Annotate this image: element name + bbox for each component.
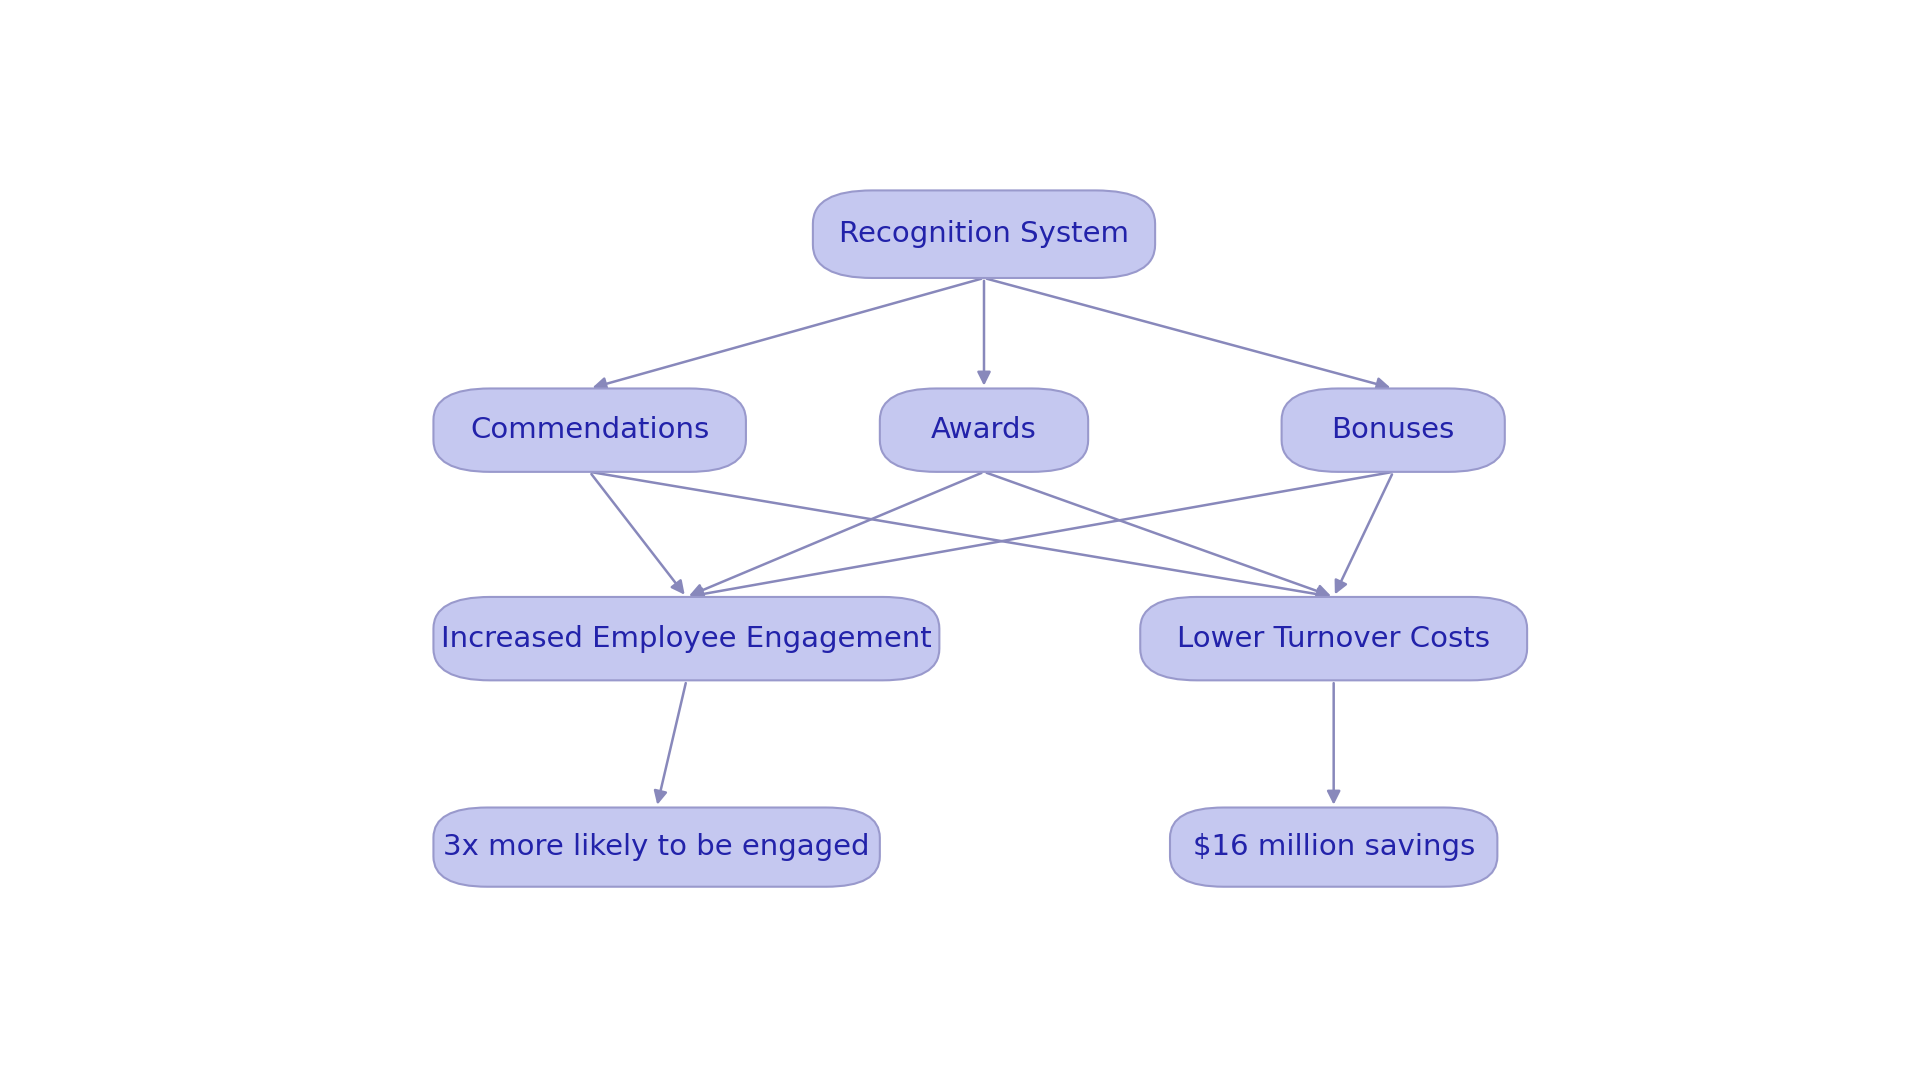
FancyBboxPatch shape [879, 389, 1089, 472]
Text: 3x more likely to be engaged: 3x more likely to be engaged [444, 833, 870, 861]
FancyBboxPatch shape [1283, 389, 1505, 472]
FancyBboxPatch shape [1140, 597, 1526, 680]
Text: Commendations: Commendations [470, 416, 708, 444]
Text: Awards: Awards [931, 416, 1037, 444]
FancyBboxPatch shape [434, 389, 745, 472]
Text: Bonuses: Bonuses [1332, 416, 1455, 444]
FancyBboxPatch shape [1169, 808, 1498, 887]
Text: Lower Turnover Costs: Lower Turnover Costs [1177, 625, 1490, 653]
Text: Recognition System: Recognition System [839, 220, 1129, 248]
Text: Increased Employee Engagement: Increased Employee Engagement [442, 625, 931, 653]
FancyBboxPatch shape [434, 597, 939, 680]
Text: $16 million savings: $16 million savings [1192, 833, 1475, 861]
FancyBboxPatch shape [812, 191, 1156, 278]
FancyBboxPatch shape [434, 808, 879, 887]
